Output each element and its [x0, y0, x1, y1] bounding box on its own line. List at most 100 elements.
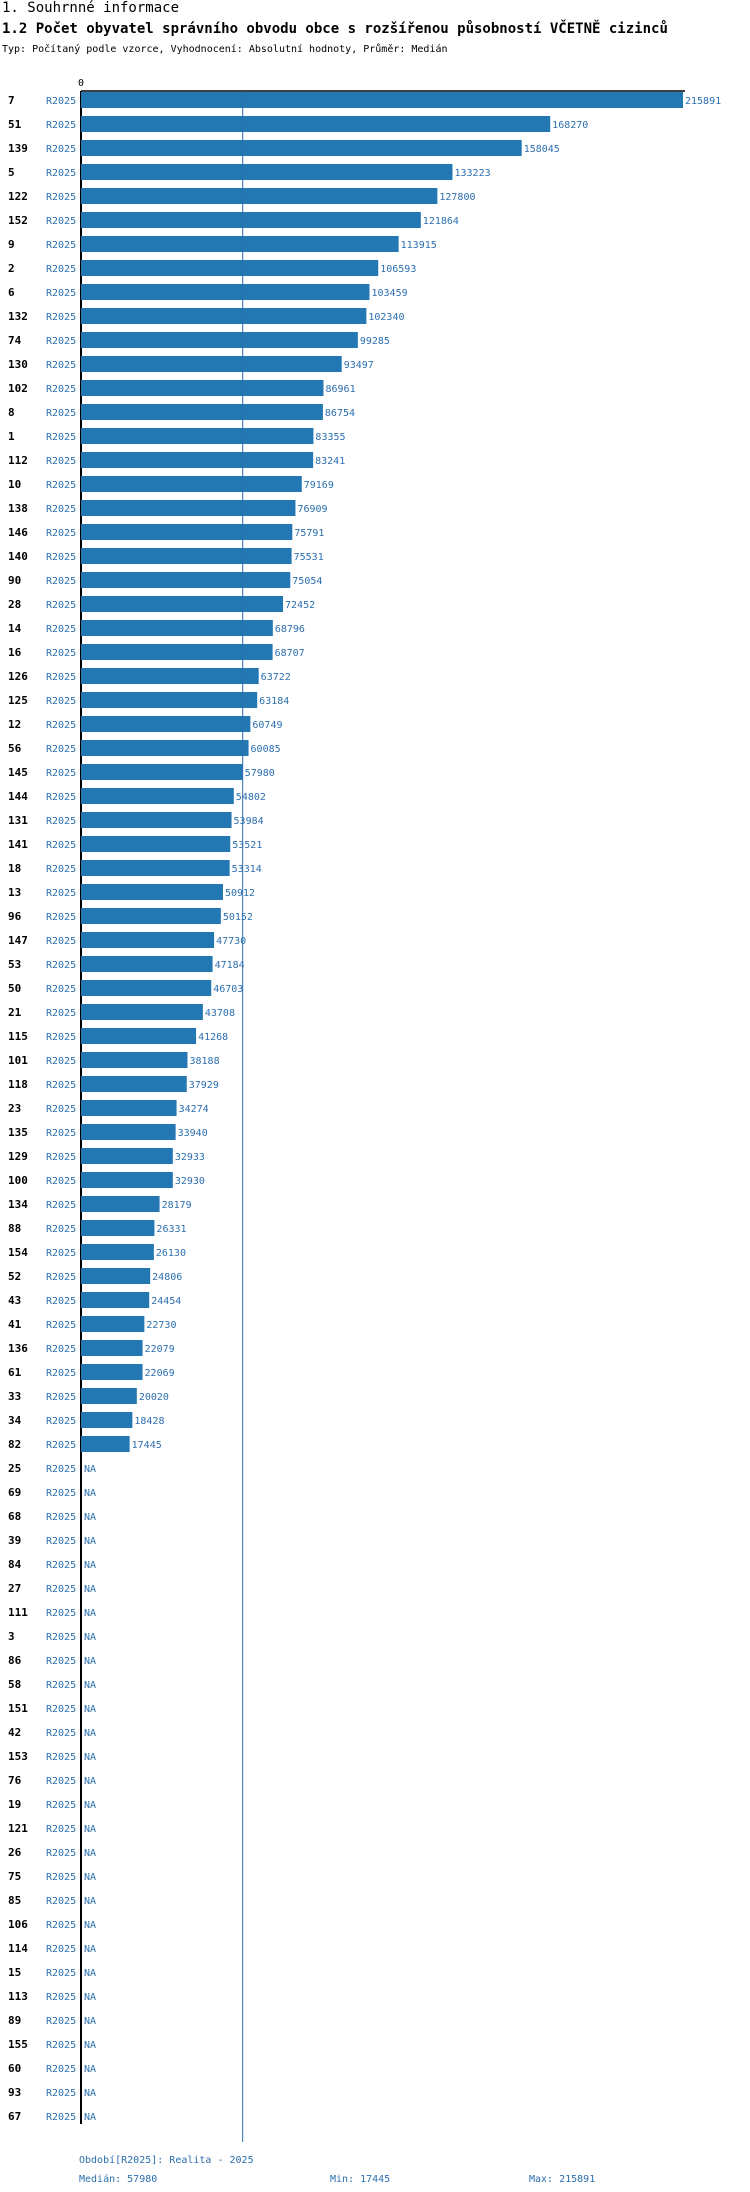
category-label: 6 [8, 286, 15, 299]
category-label: 43 [8, 1294, 21, 1307]
bar [81, 452, 314, 468]
category-label: 89 [8, 2014, 21, 2027]
category-label: 118 [8, 1078, 28, 1091]
data-label: 41268 [198, 1032, 228, 1043]
bar [81, 740, 249, 756]
period-label: R2025 [46, 216, 76, 227]
period-label: R2025 [46, 288, 76, 299]
na-label: NA [84, 1488, 96, 1499]
bar [81, 1364, 143, 1380]
data-label: 22730 [146, 1320, 176, 1331]
period-label: R2025 [46, 1032, 76, 1043]
category-label: 138 [8, 502, 28, 515]
category-label: 93 [8, 2086, 21, 2099]
period-label: R2025 [46, 1560, 76, 1571]
category-label: 67 [8, 2110, 21, 2123]
category-label: 68 [8, 1510, 21, 1523]
footer-min: Min: 17445 [330, 2174, 391, 2185]
data-label: 75054 [292, 576, 322, 587]
period-label: R2025 [46, 2016, 76, 2027]
category-label: 28 [8, 598, 21, 611]
category-label: 126 [8, 670, 28, 683]
period-label: R2025 [46, 504, 76, 515]
na-label: NA [84, 1920, 96, 1931]
na-label: NA [84, 1752, 96, 1763]
period-label: R2025 [46, 1368, 76, 1379]
category-label: 111 [8, 1606, 28, 1619]
data-label: 86961 [325, 384, 355, 395]
category-label: 152 [8, 214, 28, 227]
category-label: 34 [8, 1414, 22, 1427]
period-label: R2025 [46, 1632, 76, 1643]
data-label: 37929 [189, 1080, 219, 1091]
data-label: 93497 [344, 360, 374, 371]
data-label: 99285 [360, 336, 390, 347]
period-label: R2025 [46, 1008, 76, 1019]
data-label: 47184 [215, 960, 245, 971]
bar [81, 884, 223, 900]
data-label: 60085 [251, 744, 281, 755]
category-label: 5 [8, 166, 15, 179]
data-label: 76909 [297, 504, 327, 515]
data-label: 68707 [275, 648, 305, 659]
data-label: 103459 [371, 288, 407, 299]
bar [81, 1076, 187, 1092]
category-label: 101 [8, 1054, 28, 1067]
data-label: 20020 [139, 1392, 169, 1403]
data-label: 68796 [275, 624, 305, 635]
period-label: R2025 [46, 888, 76, 899]
bar [81, 140, 522, 156]
na-label: NA [84, 1584, 96, 1595]
period-label: R2025 [46, 120, 76, 131]
bar [81, 356, 342, 372]
na-label: NA [84, 1848, 96, 1859]
data-label: 22079 [145, 1344, 175, 1355]
bar [81, 236, 399, 252]
data-label: 54802 [236, 792, 266, 803]
data-label: 158045 [524, 144, 560, 155]
period-label: R2025 [46, 840, 76, 851]
category-label: 139 [8, 142, 28, 155]
category-label: 42 [8, 1726, 21, 1739]
footer-median: Medián: 57980 [79, 2174, 158, 2185]
period-label: R2025 [46, 2040, 76, 2051]
data-label: 50152 [223, 912, 253, 923]
na-label: NA [84, 1968, 96, 1979]
bar [81, 404, 323, 420]
data-label: 72452 [285, 600, 315, 611]
data-label: 102340 [368, 312, 404, 323]
na-label: NA [84, 1464, 96, 1475]
period-label: R2025 [46, 384, 76, 395]
category-label: 132 [8, 310, 28, 323]
category-label: 115 [8, 1030, 28, 1043]
data-label: 24454 [151, 1296, 181, 1307]
period-label: R2025 [46, 480, 76, 491]
category-label: 41 [8, 1318, 22, 1331]
category-label: 9 [8, 238, 15, 251]
category-label: 131 [8, 814, 28, 827]
bar [81, 1100, 177, 1116]
period-label: R2025 [46, 1080, 76, 1091]
category-label: 23 [8, 1102, 21, 1115]
period-label: R2025 [46, 168, 76, 179]
period-label: R2025 [46, 1992, 76, 2003]
category-label: 7 [8, 94, 15, 107]
bar [81, 476, 302, 492]
data-label: 24806 [152, 1272, 182, 1283]
na-label: NA [84, 2088, 96, 2099]
period-label: R2025 [46, 720, 76, 731]
period-label: R2025 [46, 672, 76, 683]
na-label: NA [84, 1632, 96, 1643]
data-label: 63722 [261, 672, 291, 683]
category-label: 52 [8, 1270, 21, 1283]
category-label: 144 [8, 790, 28, 803]
period-label: R2025 [46, 2112, 76, 2123]
period-label: R2025 [46, 936, 76, 947]
data-label: 57980 [245, 768, 275, 779]
category-label: 155 [8, 2038, 28, 2051]
section-heading: 1. Souhrnné informace [2, 0, 180, 16]
category-label: 18 [8, 862, 21, 875]
bar [81, 620, 273, 636]
category-label: 151 [8, 1702, 28, 1715]
category-label: 74 [8, 334, 22, 347]
